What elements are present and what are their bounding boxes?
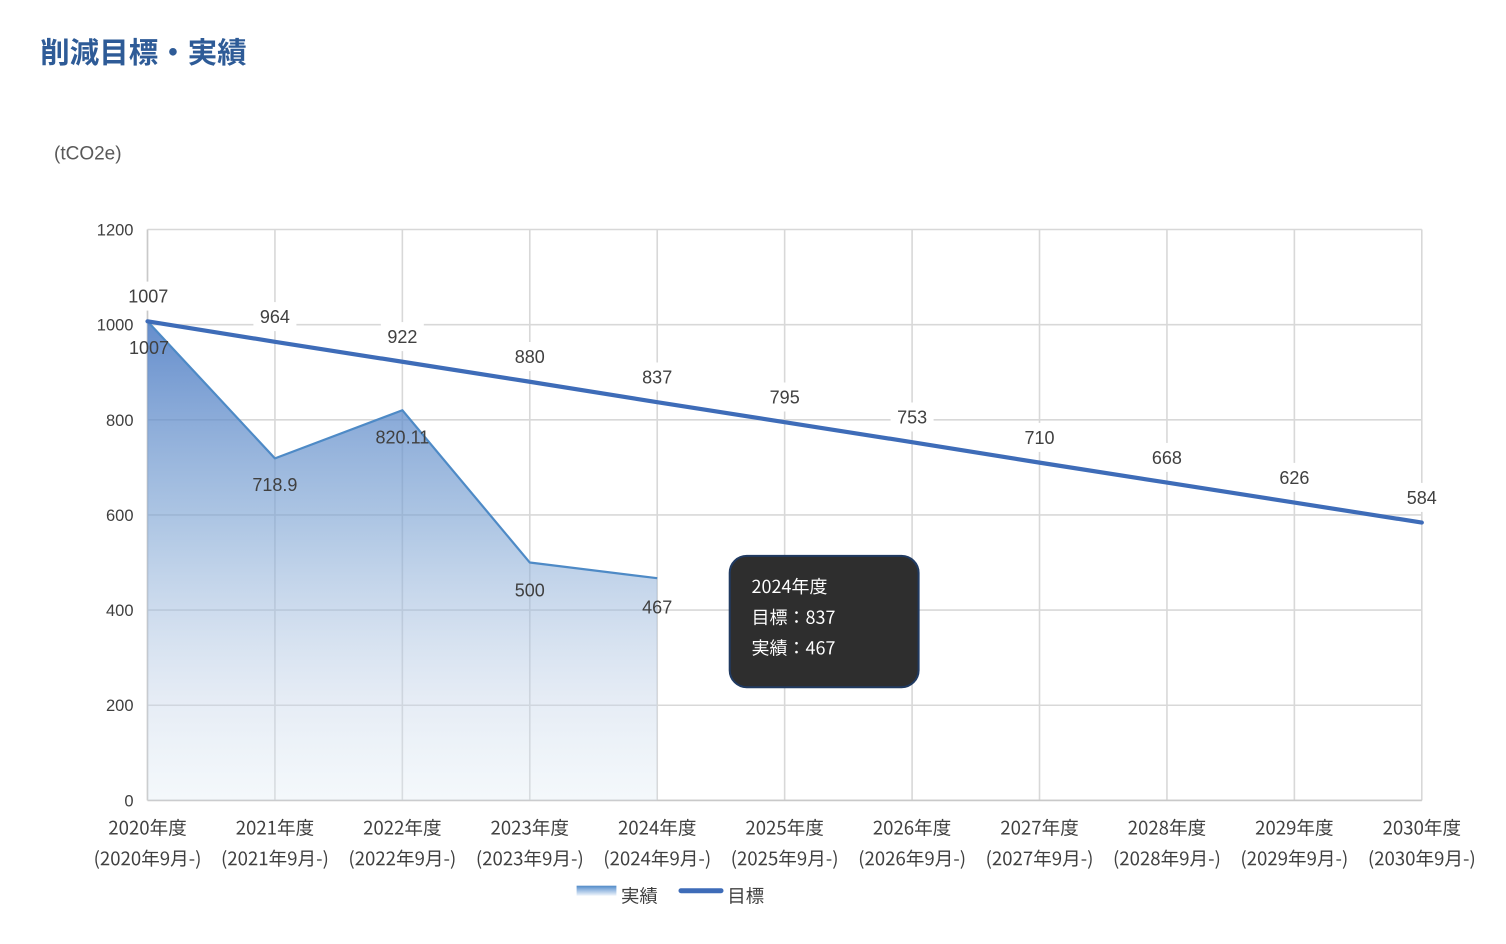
svg-text:880: 880 [515,347,545,367]
svg-text:795: 795 [770,387,800,407]
svg-text:600: 600 [106,507,134,525]
svg-text:964: 964 [260,307,290,327]
svg-text:626: 626 [1279,468,1309,488]
svg-text:(tCO2e): (tCO2e) [54,143,122,164]
svg-text:1200: 1200 [97,222,134,240]
svg-text:837: 837 [642,367,672,387]
svg-text:467: 467 [642,598,672,618]
svg-text:800: 800 [106,412,134,430]
svg-text:0: 0 [124,792,133,810]
svg-text:1007: 1007 [129,338,169,358]
svg-text:922: 922 [387,327,417,347]
svg-text:753: 753 [897,407,927,427]
svg-text:718.9: 718.9 [252,475,297,495]
svg-text:668: 668 [1152,448,1182,468]
svg-text:1007: 1007 [128,287,168,307]
svg-text:200: 200 [106,697,134,715]
svg-text:500: 500 [515,580,545,600]
svg-text:400: 400 [106,602,134,620]
svg-text:710: 710 [1024,428,1054,448]
svg-text:1000: 1000 [97,317,134,335]
svg-text:584: 584 [1407,488,1437,508]
svg-text:820.11: 820.11 [376,428,430,448]
